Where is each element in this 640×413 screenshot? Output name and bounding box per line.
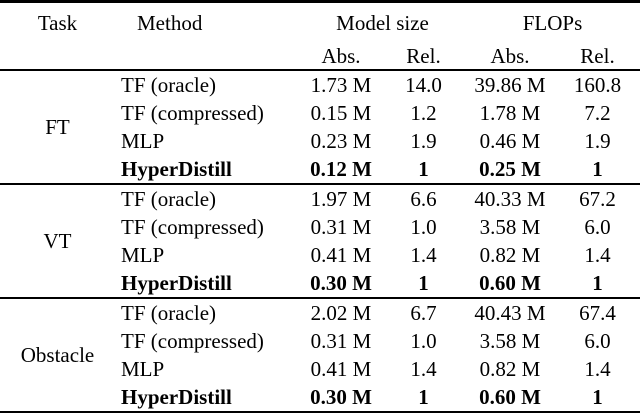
model-size-rel-cell: 1.4 <box>410 357 437 381</box>
task-cell: VT <box>43 229 72 253</box>
model-size-abs-cell: 2.02 M <box>310 301 372 325</box>
table-row: VT TF (oracle) 1.97 M 6.6 40.33 M 67.2 <box>0 184 640 253</box>
model-size-rel-cell: 1 <box>418 385 429 409</box>
header-row-top: Task Method Model size FLOPs <box>0 2 640 44</box>
model-size-abs-cell: 0.31 M <box>310 329 372 353</box>
flops-rel-cell: 1.4 <box>584 357 611 381</box>
table-row: MLP 0.41 M 1.4 0.82 M 1.4 <box>0 355 640 383</box>
model-size-abs-cell: 1.97 M <box>310 187 372 211</box>
col-subheader-flops-rel: Rel. <box>580 44 615 68</box>
task-group: FT TF (oracle) 1.73 M 14.0 39.86 M 160.8 TF (c… <box>0 70 640 184</box>
model-size-rel-cell: 14.0 <box>405 73 442 97</box>
task-cell: FT <box>45 115 70 139</box>
table-row: TF (compressed) 0.31 M 1.0 3.58 M 6.0 <box>0 213 640 241</box>
flops-abs-cell: 1.78 M <box>479 101 541 125</box>
flops-rel-cell: 7.2 <box>584 101 611 125</box>
method-cell: MLP <box>121 243 165 267</box>
table-row: TF (compressed) 0.31 M 1.0 3.58 M 6.0 <box>0 327 640 355</box>
flops-abs-cell: 3.58 M <box>479 215 541 239</box>
flops-rel-cell: 1 <box>592 271 603 295</box>
flops-rel-cell: 1 <box>592 157 603 181</box>
flops-abs-cell: 0.82 M <box>479 243 541 267</box>
method-cell: TF (oracle) <box>121 301 217 325</box>
model-size-abs-cell: 0.15 M <box>310 101 372 125</box>
model-size-abs-cell: 0.41 M <box>310 357 372 381</box>
task-group: VT TF (oracle) 1.97 M 6.6 40.33 M 67.2 TF (com… <box>0 184 640 298</box>
model-size-abs-cell: 0.31 M <box>310 215 372 239</box>
flops-abs-cell: 0.60 M <box>479 385 541 409</box>
flops-rel-cell: 1.4 <box>584 243 611 267</box>
col-header-model-size: Model size <box>336 11 429 35</box>
flops-rel-cell: 160.8 <box>573 73 622 97</box>
model-size-rel-cell: 1.4 <box>410 243 437 267</box>
table-row: HyperDistill 0.30 M 1 0.60 M 1 <box>0 269 640 298</box>
method-cell: HyperDistill <box>121 157 232 181</box>
model-size-rel-cell: 1 <box>418 271 429 295</box>
flops-rel-cell: 6.0 <box>584 215 611 239</box>
model-size-rel-cell: 1.0 <box>410 215 437 239</box>
col-subheader-flops-abs: Abs. <box>490 44 530 68</box>
method-cell: MLP <box>121 129 165 153</box>
flops-abs-cell: 0.25 M <box>479 157 541 181</box>
model-size-abs-cell: 0.12 M <box>310 157 372 181</box>
col-subheader-model-size-abs: Abs. <box>321 44 361 68</box>
table-row: MLP 0.41 M 1.4 0.82 M 1.4 <box>0 241 640 269</box>
flops-abs-cell: 0.60 M <box>479 271 541 295</box>
task-cell: Obstacle <box>20 343 95 367</box>
table-row: Obstacle TF (oracle) 2.02 M 6.7 40.43 M 67.4 <box>0 298 640 367</box>
model-size-rel-cell: 1 <box>418 157 429 181</box>
model-size-rel-cell: 6.7 <box>410 301 437 325</box>
model-size-rel-cell: 6.6 <box>410 187 437 211</box>
model-size-abs-cell: 0.30 M <box>310 385 372 409</box>
model-size-abs-cell: 0.30 M <box>310 271 372 295</box>
flops-abs-cell: 39.86 M <box>474 73 546 97</box>
model-size-abs-cell: 1.73 M <box>310 73 372 97</box>
method-cell: TF (oracle) <box>121 73 217 97</box>
flops-rel-cell: 67.4 <box>579 301 616 325</box>
table-row: MLP 0.23 M 1.9 0.46 M 1.9 <box>0 127 640 155</box>
flops-rel-cell: 1 <box>592 385 603 409</box>
model-size-abs-cell: 0.23 M <box>310 129 372 153</box>
task-group: Obstacle TF (oracle) 2.02 M 6.7 40.43 M 67.4 T… <box>0 298 640 413</box>
flops-abs-cell: 3.58 M <box>479 329 541 353</box>
header-row-sub: Abs. Rel. Abs. Rel. <box>0 43 640 70</box>
model-size-rel-cell: 1.9 <box>410 129 437 153</box>
model-size-abs-cell: 0.41 M <box>310 243 372 267</box>
method-cell: HyperDistill <box>121 271 232 295</box>
flops-rel-cell: 6.0 <box>584 329 611 353</box>
method-cell: TF (compressed) <box>121 101 264 125</box>
flops-abs-cell: 0.82 M <box>479 357 541 381</box>
method-cell: TF (compressed) <box>121 215 264 239</box>
col-header-method: Method <box>137 11 203 35</box>
table-row: HyperDistill 0.12 M 1 0.25 M 1 <box>0 155 640 184</box>
flops-abs-cell: 40.33 M <box>474 187 546 211</box>
flops-rel-cell: 67.2 <box>579 187 616 211</box>
col-subheader-model-size-rel: Rel. <box>406 44 441 68</box>
flops-rel-cell: 1.9 <box>584 129 611 153</box>
model-size-rel-cell: 1.2 <box>410 101 437 125</box>
col-header-task: Task <box>37 11 78 35</box>
flops-abs-cell: 40.43 M <box>474 301 546 325</box>
table-row: HyperDistill 0.30 M 1 0.60 M 1 <box>0 383 640 413</box>
table-header: Task Method Model size FLOPs Abs. Rel. A… <box>0 2 640 70</box>
flops-abs-cell: 0.46 M <box>479 129 541 153</box>
table-row: TF (compressed) 0.15 M 1.2 1.78 M 7.2 <box>0 99 640 127</box>
model-size-rel-cell: 1.0 <box>410 329 437 353</box>
method-cell: TF (compressed) <box>121 329 264 353</box>
method-cell: TF (oracle) <box>121 187 217 211</box>
method-cell: HyperDistill <box>121 385 232 409</box>
col-header-flops: FLOPs <box>522 11 583 35</box>
method-cell: MLP <box>121 357 165 381</box>
table-row: FT TF (oracle) 1.73 M 14.0 39.86 M 160.8 <box>0 70 640 139</box>
